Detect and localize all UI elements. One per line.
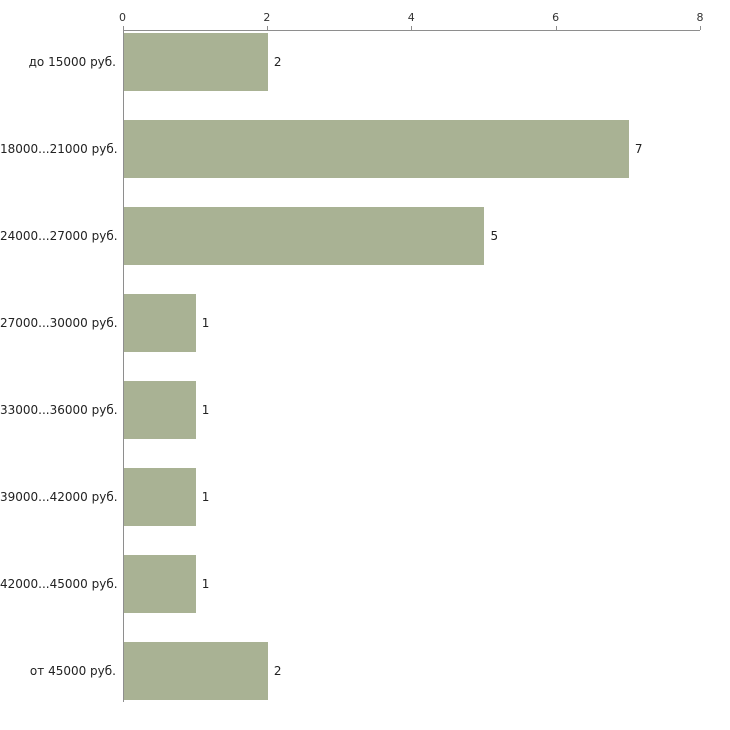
value-label: 2 <box>273 55 282 69</box>
x-tick <box>266 26 268 30</box>
x-axis-line <box>122 30 700 31</box>
value-label: 1 <box>201 490 210 504</box>
bar <box>123 642 268 700</box>
category-label: 39000...42000 руб. <box>0 490 118 504</box>
bar <box>123 207 485 265</box>
bar <box>123 381 196 439</box>
bar <box>123 468 196 526</box>
category-label: 24000...27000 руб. <box>0 229 118 243</box>
x-tick-label: 6 <box>552 11 560 24</box>
value-label: 1 <box>201 316 210 330</box>
value-label: 1 <box>201 403 210 417</box>
category-label: 18000...21000 руб. <box>0 142 118 156</box>
x-tick-label: 4 <box>407 11 415 24</box>
category-label: 33000...36000 руб. <box>0 403 118 417</box>
x-tick-label: 0 <box>119 11 126 24</box>
bar <box>123 555 196 613</box>
category-label: от 45000 руб. <box>29 664 116 678</box>
x-tick-label: 8 <box>696 11 704 24</box>
x-tick <box>411 26 413 30</box>
y-axis-line <box>122 30 124 702</box>
x-tick-label: 2 <box>263 11 271 24</box>
value-label: 5 <box>490 229 499 243</box>
bar <box>123 33 268 91</box>
category-label: 42000...45000 руб. <box>0 577 118 591</box>
value-label: 2 <box>273 664 282 678</box>
x-tick <box>700 26 701 30</box>
category-label: до 15000 руб. <box>28 55 116 69</box>
value-label: 1 <box>201 577 210 591</box>
x-tick <box>555 26 557 30</box>
bar <box>123 294 196 352</box>
value-label: 7 <box>634 142 643 156</box>
x-tick <box>122 26 124 30</box>
category-label: 27000...30000 руб. <box>0 316 118 330</box>
bar <box>123 120 629 178</box>
